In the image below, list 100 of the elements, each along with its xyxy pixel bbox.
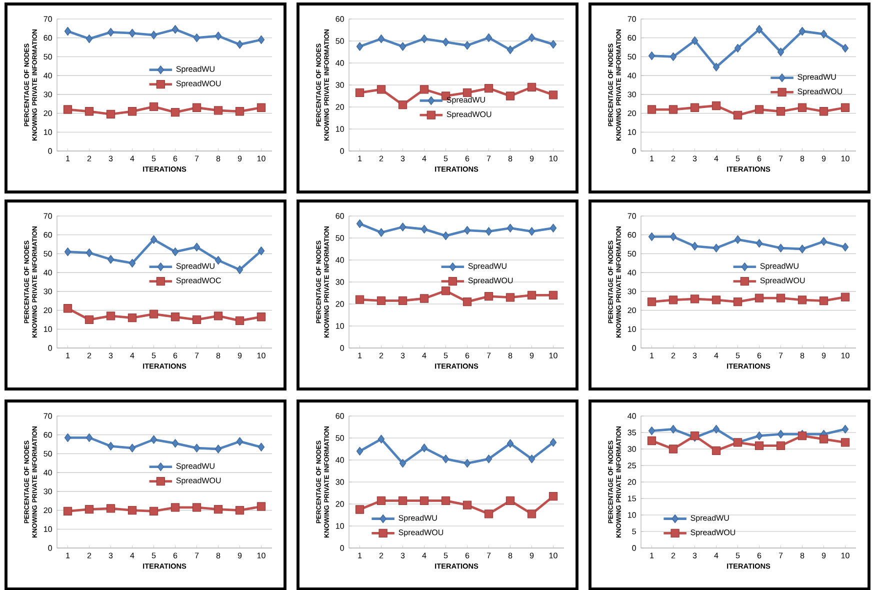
y-tick-label: 10 — [44, 326, 52, 332]
legend-label: SpreadWU — [760, 262, 798, 270]
y-tick-label: 70 — [628, 213, 636, 219]
legend-label: SpreadWOU — [690, 529, 736, 537]
x-tick-label: 3 — [400, 552, 405, 558]
y-tick-label: 20 — [336, 501, 344, 507]
point — [355, 505, 364, 514]
point — [464, 458, 471, 468]
y-tick-label: 25 — [628, 462, 636, 468]
legend-label: SpreadWU — [468, 262, 506, 270]
y-tick-label: 0 — [632, 148, 636, 154]
point — [150, 435, 158, 444]
x-tick-label: 3 — [692, 352, 697, 358]
point — [236, 437, 244, 446]
point — [355, 88, 364, 98]
x-tick-label: 7 — [778, 156, 783, 162]
point — [378, 434, 385, 444]
point — [754, 441, 764, 450]
x-tick-label: 4 — [422, 552, 426, 558]
x-tick-label: 4 — [130, 156, 134, 162]
point — [528, 454, 536, 464]
point — [506, 224, 514, 232]
point — [193, 444, 200, 452]
x-tick-label: 10 — [549, 156, 558, 162]
x-tick-label: 3 — [692, 552, 697, 558]
point — [690, 103, 700, 112]
y-tick-label: 10 — [628, 326, 636, 332]
point — [670, 232, 677, 242]
point — [356, 446, 364, 456]
y-tick-label: 10 — [336, 323, 344, 329]
x-tick-label: 5 — [736, 156, 740, 162]
y-tick-label: 60 — [44, 232, 52, 238]
y-tick-label: 40 — [336, 457, 344, 463]
x-tick-label: 10 — [257, 352, 266, 358]
point — [258, 35, 265, 44]
y-tick-label: 40 — [628, 72, 636, 78]
x-tick-label: 8 — [508, 156, 512, 162]
x-tick-label: 5 — [152, 156, 156, 162]
point — [777, 430, 784, 438]
y-tick-label: 70 — [628, 16, 636, 22]
x-tick-label: 2 — [379, 352, 384, 358]
x-tick-label: 2 — [671, 156, 676, 162]
point — [550, 438, 557, 447]
point — [550, 224, 557, 232]
x-tick-label: 10 — [841, 352, 850, 358]
y-tick-label: 60 — [336, 16, 344, 22]
x-tick-label: 4 — [714, 552, 718, 558]
point — [840, 438, 850, 447]
point — [214, 505, 223, 514]
x-tick-label: 1 — [358, 552, 362, 558]
legend-label: SpreadWOU — [468, 277, 513, 285]
x-tick-label: 9 — [238, 156, 242, 162]
point — [420, 224, 428, 234]
point — [485, 227, 492, 236]
x-tick-label: 9 — [238, 352, 242, 358]
x-tick-label: 6 — [173, 352, 178, 358]
point — [106, 312, 116, 320]
point — [107, 442, 114, 451]
y-tick-label: 10 — [336, 523, 344, 529]
point — [690, 294, 700, 304]
point — [172, 25, 179, 34]
point — [840, 103, 850, 112]
point — [756, 431, 763, 440]
x-tick-label: 7 — [486, 352, 491, 358]
point — [734, 44, 742, 53]
point — [236, 40, 244, 49]
x-tick-label: 6 — [757, 552, 762, 558]
point — [86, 34, 93, 44]
point — [441, 496, 450, 506]
point — [170, 503, 180, 512]
point — [420, 294, 429, 303]
point — [798, 26, 806, 36]
legend-label: SpreadWOU — [760, 277, 805, 285]
point — [691, 36, 698, 46]
point — [819, 107, 828, 116]
point — [754, 294, 764, 302]
x-tick-label: 4 — [714, 156, 718, 162]
legend-label: SpreadWU — [798, 74, 836, 82]
point — [170, 312, 180, 322]
point — [86, 433, 93, 442]
point — [527, 82, 536, 92]
point — [548, 290, 558, 300]
point — [842, 242, 849, 252]
x-tick-label: 1 — [66, 156, 70, 162]
point — [236, 265, 244, 274]
x-tick-label: 8 — [800, 352, 804, 358]
point — [106, 110, 116, 119]
point — [64, 433, 72, 442]
point — [235, 506, 244, 515]
y-tick-label: 50 — [336, 235, 344, 241]
point — [235, 107, 244, 116]
y-tick-label: 30 — [628, 288, 636, 294]
point — [462, 500, 472, 510]
point — [648, 426, 656, 436]
point — [506, 496, 515, 506]
point — [420, 85, 429, 94]
point — [820, 30, 828, 38]
point — [647, 436, 656, 446]
point — [214, 106, 223, 115]
y-tick-label: 60 — [336, 413, 344, 419]
